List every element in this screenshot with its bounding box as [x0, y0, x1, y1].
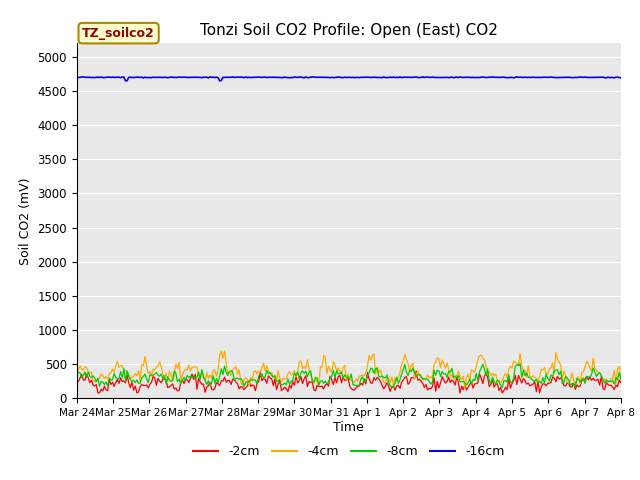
-4cm [527, 374, 535, 380]
-16cm [79, 74, 87, 80]
-2cm [237, 384, 244, 389]
-2cm [412, 368, 420, 374]
-4cm [380, 379, 388, 385]
Line: -8cm: -8cm [77, 364, 621, 388]
Y-axis label: Soil CO2 (mV): Soil CO2 (mV) [19, 177, 32, 264]
Line: -2cm: -2cm [77, 371, 621, 393]
-16cm [521, 74, 529, 80]
-16cm [122, 78, 129, 84]
-16cm [195, 74, 202, 80]
-16cm [73, 74, 81, 80]
X-axis label: Time: Time [333, 421, 364, 434]
-8cm [388, 385, 396, 391]
-2cm [73, 378, 81, 384]
-8cm [378, 373, 386, 379]
-2cm [617, 380, 625, 385]
-16cm [527, 74, 535, 80]
-8cm [193, 374, 201, 380]
-2cm [195, 375, 202, 381]
-2cm [521, 378, 529, 384]
-8cm [516, 361, 524, 367]
-4cm [79, 367, 87, 373]
-2cm [79, 377, 87, 383]
-2cm [380, 386, 388, 392]
-4cm [617, 374, 625, 380]
-16cm [380, 74, 388, 80]
Line: -16cm: -16cm [77, 77, 621, 81]
-8cm [79, 372, 87, 378]
-16cm [237, 74, 244, 80]
-4cm [218, 348, 225, 354]
-4cm [73, 370, 81, 376]
-4cm [193, 364, 201, 370]
Title: Tonzi Soil CO2 Profile: Open (East) CO2: Tonzi Soil CO2 Profile: Open (East) CO2 [200, 23, 498, 38]
Legend: -2cm, -4cm, -8cm, -16cm: -2cm, -4cm, -8cm, -16cm [188, 440, 509, 463]
-16cm [617, 75, 625, 81]
-8cm [521, 372, 529, 378]
-4cm [461, 384, 468, 390]
-2cm [133, 390, 141, 396]
-4cm [521, 367, 529, 373]
-8cm [527, 376, 535, 382]
-2cm [527, 382, 535, 388]
Line: -4cm: -4cm [77, 351, 621, 387]
-8cm [73, 372, 81, 378]
-16cm [419, 74, 426, 80]
-4cm [237, 380, 244, 385]
-8cm [236, 376, 243, 382]
-8cm [617, 377, 625, 383]
Text: TZ_soilco2: TZ_soilco2 [82, 27, 155, 40]
